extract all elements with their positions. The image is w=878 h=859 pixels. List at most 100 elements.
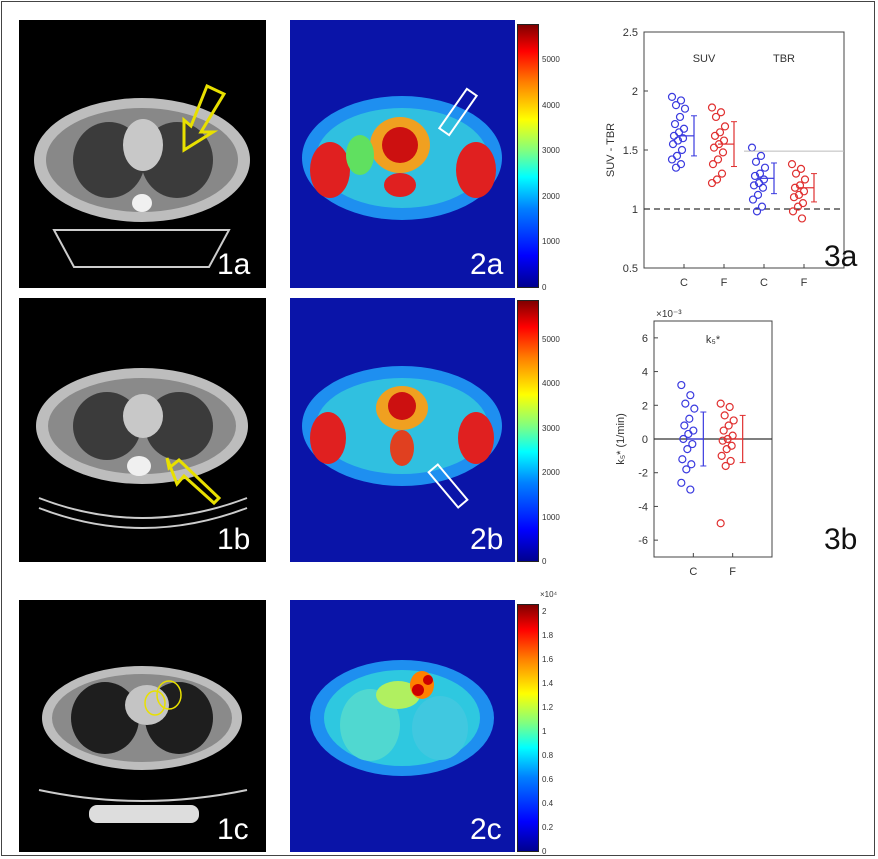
chart-3b: 6 4 2 0 -2 -4 -6 k₅* (1/min) ×10⁻³ k₅* C F 3b <box>596 305 866 587</box>
data-point <box>754 178 764 188</box>
data-point <box>686 485 695 494</box>
data-point <box>760 163 770 172</box>
data-point <box>756 151 766 160</box>
y-tick-label: 0 <box>642 434 648 446</box>
data-point <box>718 436 727 445</box>
data-point <box>667 155 677 164</box>
data-point <box>688 439 697 449</box>
data-point <box>729 416 738 425</box>
colorbar-tick: 3000 <box>542 146 560 156</box>
data-point <box>800 175 810 184</box>
data-point <box>725 402 734 412</box>
data-point <box>686 391 695 400</box>
chart-title: k₅* <box>706 334 721 346</box>
colorbar-tick: 5000 <box>542 335 560 344</box>
ct-scan-1b: 1b <box>19 298 266 562</box>
colorbar-tick: 4000 <box>542 379 560 389</box>
colorbar-c <box>517 604 539 852</box>
data-point <box>682 465 691 474</box>
x-tick-label: F <box>721 277 728 289</box>
data-point <box>757 202 767 211</box>
data-point <box>669 131 679 140</box>
colorbar-tick: 0 <box>542 283 547 292</box>
chart-3a-svg: 0.5 1 1.5 2 2.5 SUV - TBR C F C F SUV TBR <box>605 27 845 289</box>
data-point <box>720 122 730 131</box>
data-point <box>677 145 687 155</box>
data-point <box>707 178 717 188</box>
data-point <box>687 460 696 469</box>
pet-heatmap-2c: 2c <box>290 600 515 852</box>
data-point <box>670 119 680 129</box>
y-tick-label: -2 <box>638 468 648 480</box>
data-point <box>709 143 719 152</box>
data-point <box>685 414 694 423</box>
colorbar-c-exponent: ×10⁴ <box>540 590 558 599</box>
colorbar-tick: 2000 <box>542 191 560 201</box>
pet-heatmap-2a: 2a <box>290 20 515 288</box>
colorbar-tick: 0 <box>542 557 547 566</box>
pet-heatmap-2b: 2b <box>290 298 515 562</box>
panel-label-3a: 3a <box>824 240 858 273</box>
colorbar-tick: 1.8 <box>542 631 554 640</box>
colorbar-tick: 2000 <box>542 468 560 478</box>
data-point <box>678 134 688 143</box>
plot-area <box>643 31 845 269</box>
data-point <box>677 478 686 487</box>
panel-label-1b: 1b <box>217 523 251 556</box>
chart-3a: 0.5 1 1.5 2 2.5 SUV - TBR C F C F SUV TBR 3a <box>596 18 866 290</box>
colorbar-tick: 0.2 <box>542 823 554 832</box>
data-point <box>667 92 677 102</box>
pet-image-2b <box>302 366 502 509</box>
data-point <box>789 193 799 202</box>
colorbar-tick: 5000 <box>542 55 560 64</box>
colorbar-tick: 1.4 <box>542 679 554 688</box>
panel-label-2c: 2c <box>470 813 502 846</box>
data-point <box>713 155 723 164</box>
data-point <box>716 399 725 408</box>
y-tick-label: -6 <box>638 535 648 547</box>
ct-scan-1c: 1c <box>19 600 266 852</box>
panel-label-1a: 1a <box>217 248 251 281</box>
colorbar-tick: 4000 <box>542 100 560 110</box>
data-point <box>751 157 761 166</box>
x-tick-label: F <box>801 277 808 289</box>
y-tick-label: -4 <box>638 501 648 513</box>
data-point <box>717 169 727 178</box>
data-point <box>678 455 687 464</box>
panel-label-2b: 2b <box>470 523 504 556</box>
colorbar-b <box>517 300 539 562</box>
colorbar-tick: 1000 <box>542 237 560 247</box>
x-tick-label: F <box>729 566 736 578</box>
data-point <box>755 169 765 178</box>
data-point <box>690 404 699 413</box>
data-point <box>718 148 728 157</box>
data-point <box>716 519 725 528</box>
y-tick-label: 1 <box>632 204 638 216</box>
data-point <box>758 183 768 192</box>
data-point <box>787 160 797 169</box>
pet-image-2c <box>310 660 494 776</box>
pet-image-2a <box>302 87 502 220</box>
ct-image-1b <box>36 368 248 529</box>
x-tick-label: C <box>689 566 697 578</box>
data-point <box>791 169 801 178</box>
data-point <box>679 434 688 444</box>
data-point <box>681 399 690 408</box>
colorbar-tick: 1.2 <box>542 703 554 712</box>
data-point <box>793 202 803 211</box>
data-point <box>683 445 692 454</box>
y-tick-label: 0.5 <box>623 263 638 275</box>
data-point <box>724 421 733 430</box>
colorbar-tick: 1 <box>542 727 547 736</box>
data-point <box>680 104 690 113</box>
data-point <box>721 461 730 471</box>
data-point <box>797 214 807 223</box>
colorbar-tick: 1.6 <box>542 655 554 664</box>
data-point <box>676 96 686 105</box>
colorbar-tick: 0.8 <box>542 751 554 760</box>
y-tick-label: 4 <box>642 367 648 379</box>
panel-label-3b: 3b <box>824 523 858 556</box>
data-point <box>708 160 718 169</box>
data-point <box>707 103 717 112</box>
colorbar-a <box>517 24 539 288</box>
